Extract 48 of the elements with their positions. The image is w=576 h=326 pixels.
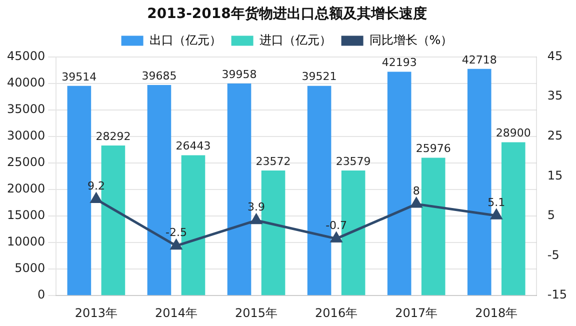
y-tick-label: 45000 bbox=[6, 48, 46, 63]
data-label: 23572 bbox=[256, 154, 291, 168]
y-tick-label: 10000 bbox=[6, 234, 46, 249]
legend-label: 出口（亿元） bbox=[149, 32, 222, 47]
data-label: 8 bbox=[412, 184, 420, 198]
y2-tick-label: -5 bbox=[547, 248, 560, 262]
point bbox=[170, 240, 182, 250]
y-tick-label: 0 bbox=[38, 288, 46, 302]
data-label: 26443 bbox=[176, 140, 211, 153]
x-tick-label: 2017年 bbox=[395, 306, 438, 320]
data-label: 39958 bbox=[222, 68, 257, 81]
y2-tick-label: 45 bbox=[547, 48, 563, 63]
data-label: 42718 bbox=[462, 53, 497, 66]
bar bbox=[387, 72, 412, 296]
data-label: 39685 bbox=[142, 69, 177, 82]
x-tick-label: 2015年 bbox=[234, 306, 278, 320]
x-tick-label: 2016年 bbox=[315, 306, 358, 320]
point bbox=[490, 209, 502, 220]
x-tick-label: 2014年 bbox=[154, 306, 198, 320]
y-tick-label: 20000 bbox=[6, 182, 46, 196]
data-label: 42193 bbox=[382, 56, 417, 70]
chart-title: 2013-2018年货物进出口总额及其增长速度 bbox=[147, 5, 427, 22]
legend-label: 同比增长（%） bbox=[369, 32, 453, 47]
y-tick-label: 15000 bbox=[6, 208, 46, 222]
y-tick-label: 30000 bbox=[6, 128, 46, 143]
x-tick-label: 2018年 bbox=[475, 306, 518, 320]
point bbox=[90, 193, 102, 204]
data-label: 28292 bbox=[96, 130, 131, 143]
point bbox=[250, 214, 262, 224]
legend-label: 进口（亿元） bbox=[259, 32, 332, 47]
y-tick-label: 25000 bbox=[6, 155, 46, 170]
y2-tick-label: 15 bbox=[547, 168, 563, 182]
data-label: 23579 bbox=[336, 154, 371, 168]
y2-tick-label: 5 bbox=[547, 208, 556, 222]
y2-tick-label: 25 bbox=[547, 128, 563, 143]
point bbox=[330, 232, 342, 242]
data-label: 39521 bbox=[302, 70, 337, 84]
y2-tick-label: 35 bbox=[547, 88, 563, 103]
y-tick-label: 35000 bbox=[6, 102, 46, 116]
y2-tick-label: -15 bbox=[547, 288, 568, 302]
data-label: 25976 bbox=[416, 142, 451, 156]
point bbox=[410, 198, 422, 208]
x-tick-label: 2013年 bbox=[74, 306, 118, 320]
data-label: 39514 bbox=[62, 70, 97, 84]
bar bbox=[421, 158, 446, 296]
data-label: 28900 bbox=[496, 126, 531, 140]
y-tick-label: 40000 bbox=[6, 75, 46, 90]
y-tick-label: 5000 bbox=[14, 261, 46, 276]
